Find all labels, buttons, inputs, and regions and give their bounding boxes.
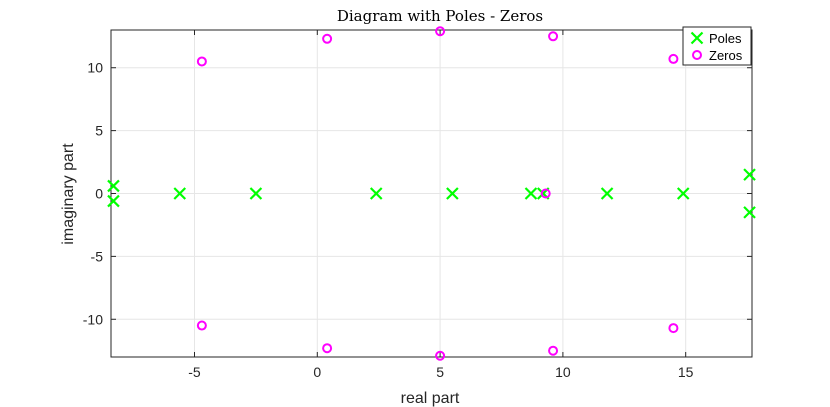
pole-marker xyxy=(249,187,263,200)
y-tick-label: -5 xyxy=(91,248,104,264)
pole-marker xyxy=(107,179,120,193)
x-tick-label: -5 xyxy=(188,364,201,380)
x-axis-label: real part xyxy=(401,390,460,407)
y-tick-label: 10 xyxy=(87,60,103,76)
zero-marker xyxy=(548,31,559,42)
legend-pole-marker xyxy=(690,31,704,45)
legend-label: Poles xyxy=(709,31,742,46)
zero-marker xyxy=(435,350,446,361)
zero-marker xyxy=(322,33,333,44)
legend: Poles Zeros xyxy=(682,26,752,66)
zero-marker xyxy=(668,53,679,64)
zero-marker xyxy=(322,343,333,354)
zero-marker xyxy=(548,345,559,356)
pole-marker xyxy=(446,187,459,200)
pole-marker xyxy=(173,187,187,200)
pole-marker xyxy=(369,187,383,200)
pole-marker xyxy=(107,194,120,208)
zero-marker xyxy=(540,188,551,199)
x-tick-label: 10 xyxy=(555,364,571,380)
legend-label: Zeros xyxy=(709,48,743,63)
zero-marker xyxy=(196,56,207,67)
x-tick-label: 0 xyxy=(313,364,321,380)
pole-marker xyxy=(743,168,756,181)
data-marks xyxy=(107,26,756,361)
y-tick-label: 0 xyxy=(95,186,103,202)
y-axis-label: imaginary part xyxy=(60,143,77,245)
x-tick-label: 5 xyxy=(436,364,444,380)
legend-zero-marker xyxy=(692,50,702,60)
pole-marker xyxy=(676,187,690,200)
grid xyxy=(111,30,752,357)
x-tick-label: 15 xyxy=(678,364,694,380)
zero-marker xyxy=(435,26,446,37)
pole-marker xyxy=(524,187,538,200)
pole-marker xyxy=(743,206,756,219)
y-tick-label: -10 xyxy=(83,311,103,327)
pole-marker xyxy=(600,187,614,200)
zero-marker xyxy=(668,323,679,334)
zero-marker xyxy=(196,320,207,331)
chart-title: Diagram with Poles - Zeros xyxy=(337,7,543,25)
y-tick-label: 5 xyxy=(95,123,103,139)
axis-ticks: -5 0 5 10 15 -10 -5 0 5 10 xyxy=(83,30,752,380)
